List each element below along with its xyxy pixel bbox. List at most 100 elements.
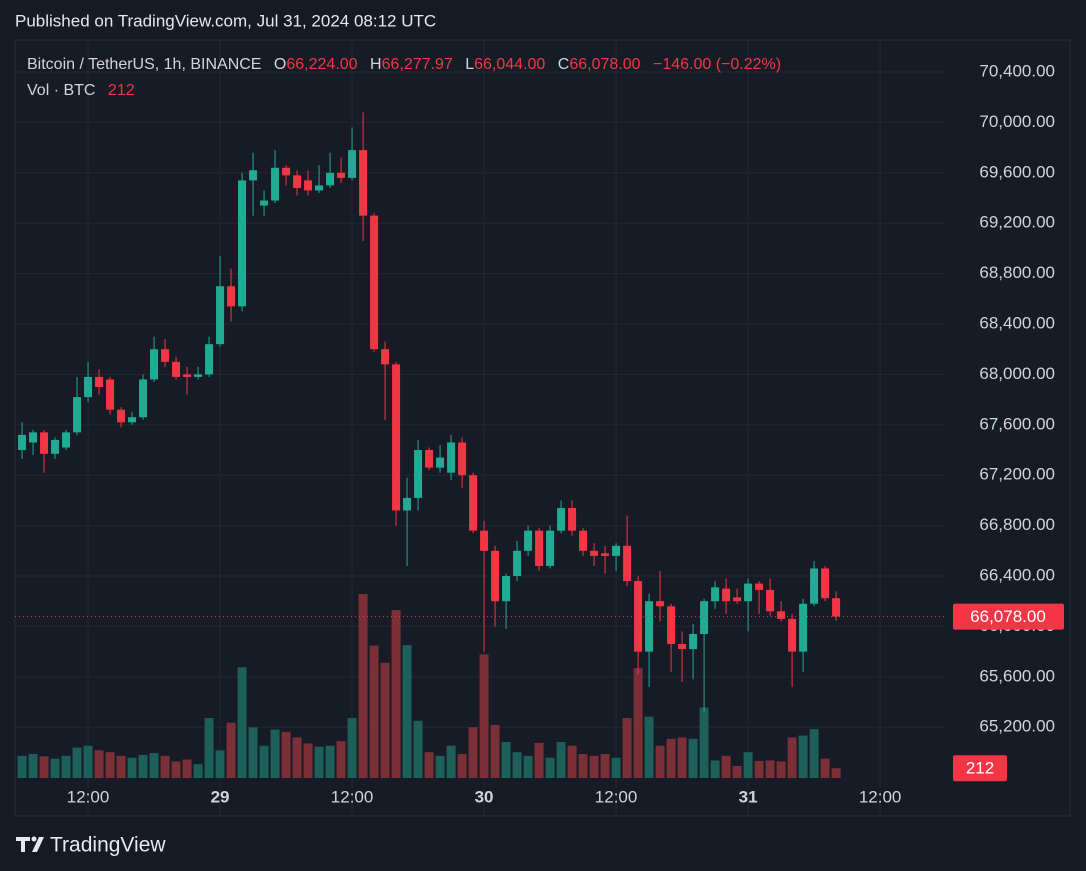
candle-body xyxy=(381,349,390,365)
candle-body xyxy=(249,170,258,181)
last-volume-badge xyxy=(953,755,1007,782)
candle-body xyxy=(799,603,808,652)
candle-body xyxy=(194,374,203,377)
candle-body xyxy=(557,507,566,531)
x-tick-label: 12:00 xyxy=(595,787,638,806)
volume-bar xyxy=(589,755,599,778)
candle-body xyxy=(590,550,599,556)
y-tick-label: 68,800.00 xyxy=(979,263,1055,282)
volume-bar xyxy=(666,738,676,778)
volume-bar xyxy=(424,752,434,778)
candle-body xyxy=(458,442,467,476)
volume-bar xyxy=(336,741,346,778)
volume-bar xyxy=(611,757,621,778)
candle-body xyxy=(315,185,324,191)
candle-body xyxy=(480,530,489,551)
volume-bar xyxy=(578,754,588,778)
candle-body xyxy=(117,409,126,423)
candle-body xyxy=(579,530,588,551)
volume-bar xyxy=(380,662,390,778)
volume-bar xyxy=(39,756,49,778)
candle-body xyxy=(29,432,38,443)
volume-bar xyxy=(831,768,841,778)
candle-body xyxy=(425,450,434,468)
volume-bar xyxy=(754,760,764,778)
volume-bar xyxy=(28,754,38,778)
volume-bar xyxy=(127,757,137,778)
volume-bar xyxy=(204,718,214,778)
candle-body xyxy=(403,497,412,511)
candle-body xyxy=(821,568,830,599)
volume-bar xyxy=(479,654,489,778)
volume-bar xyxy=(347,718,357,778)
volume-bar xyxy=(149,753,159,778)
legend-key: C xyxy=(558,56,570,73)
candle-body xyxy=(436,457,445,468)
candle-body xyxy=(766,589,775,612)
y-tick-label: 69,200.00 xyxy=(979,213,1055,232)
volume-bar xyxy=(358,593,368,778)
y-tick-label: 65,200.00 xyxy=(979,717,1055,736)
legend-value: 66,224.00 xyxy=(286,56,357,73)
legend-key: O xyxy=(274,56,286,73)
legend-key: L xyxy=(465,56,474,73)
candle-body xyxy=(62,432,71,448)
volume-bar xyxy=(600,754,610,778)
y-tick-label: 66,800.00 xyxy=(979,515,1055,534)
volume-bar xyxy=(490,724,500,778)
volume-bar xyxy=(369,645,379,778)
last-volume-label: 212 xyxy=(966,759,994,778)
volume-bar xyxy=(237,667,247,778)
volume-bar xyxy=(534,742,544,778)
volume-bar xyxy=(72,747,82,778)
candle-body xyxy=(73,397,82,433)
x-tick-label: 12:00 xyxy=(859,787,902,806)
volume-bar xyxy=(446,745,456,778)
volume-bar xyxy=(776,761,786,778)
candle-body xyxy=(546,530,555,566)
candle-body xyxy=(227,286,236,307)
candle-body xyxy=(359,150,368,216)
last-price-label: 66,078.00 xyxy=(970,607,1046,626)
volume-bar xyxy=(105,752,115,778)
candle-body xyxy=(282,167,291,176)
candle-body xyxy=(568,507,577,531)
x-tick-label: 31 xyxy=(739,787,758,806)
volume-bar xyxy=(556,742,566,778)
candle-body xyxy=(183,374,192,377)
candle-body xyxy=(447,442,456,473)
candle-body xyxy=(293,175,302,188)
volume-bar xyxy=(468,727,478,778)
published-note: Published on TradingView.com, Jul 31, 20… xyxy=(15,11,436,30)
volume-bar xyxy=(226,722,236,778)
volume-bar xyxy=(281,731,291,778)
candle-body xyxy=(513,550,522,577)
candle-body xyxy=(645,601,654,652)
volume-bar xyxy=(83,745,93,778)
logo-dot xyxy=(31,836,37,842)
candle-body xyxy=(139,379,148,418)
volume-bar xyxy=(270,729,280,778)
volume-bar xyxy=(545,757,555,778)
volume-bar xyxy=(171,761,181,778)
candle-body xyxy=(755,583,764,590)
candle-body xyxy=(216,286,225,345)
candle-body xyxy=(95,376,104,388)
volume-bar xyxy=(644,716,654,778)
volume-bar xyxy=(809,729,819,778)
candle-body xyxy=(623,545,632,582)
y-tick-label: 68,000.00 xyxy=(979,364,1055,383)
candle-body xyxy=(502,576,511,602)
volume-bar xyxy=(457,754,467,778)
legend-value: 66,078.00 xyxy=(569,56,640,73)
x-tick-label: 12:00 xyxy=(331,787,374,806)
candle-body xyxy=(260,200,269,206)
volume-bar xyxy=(435,755,445,778)
change: −146.00 (−0.22%) xyxy=(653,56,781,73)
volume-bar xyxy=(61,755,71,778)
volume-bar xyxy=(303,743,313,778)
volume-bar xyxy=(787,737,797,778)
y-tick-label: 68,400.00 xyxy=(979,313,1055,332)
symbol: Bitcoin / TetherUS, 1h, BINANCE xyxy=(27,56,261,73)
